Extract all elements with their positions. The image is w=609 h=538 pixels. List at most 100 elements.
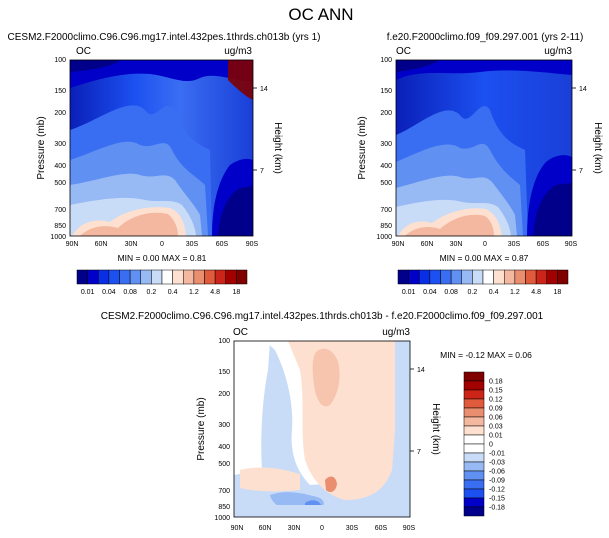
panel-3-case-title: CESM2.F2000climo.C96.C96.mg17.intel.432p… <box>101 311 544 322</box>
panel-1-x-axis: 90N 60N 30N 0 30S 60S 90S <box>66 241 259 248</box>
y2-tick-label: 14 <box>260 86 268 93</box>
panel-3-plot-frame <box>233 340 411 518</box>
colorbar-label: -0.09 <box>489 478 505 485</box>
colorbar-swatch <box>172 269 184 285</box>
y-tick-label: 500 <box>218 461 230 468</box>
colorbar-swatch <box>535 269 547 285</box>
colorbar-label: 0.04 <box>423 289 437 296</box>
x-tick-label: 0 <box>320 525 324 532</box>
panel-2: f.e20.F2000climo.f09_f09.297.001 (yrs 2-… <box>357 32 603 296</box>
x-tick-label: 30S <box>186 241 199 248</box>
y-tick-label: 400 <box>54 163 66 170</box>
x-tick-label: 30N <box>288 525 301 532</box>
colorbar-label: 1.2 <box>510 289 520 296</box>
colorbar-swatch <box>463 479 485 490</box>
x-tick-label: 90S <box>403 525 416 532</box>
colorbar-label: -0.12 <box>489 487 505 494</box>
colorbar-swatch <box>236 269 248 285</box>
y-tick-label: 300 <box>54 141 66 148</box>
colorbar-label: 0.06 <box>489 415 503 422</box>
panel-2-contour-fill <box>396 60 572 236</box>
panel-1-units: ug/m3 <box>224 46 252 57</box>
x-tick-label: 90S <box>246 241 259 248</box>
colorbar-swatch <box>546 269 558 285</box>
colorbar-swatch <box>461 269 473 285</box>
panel-3-stats: MIN = -0.12 MAX = 0.06 <box>440 350 532 360</box>
colorbar-swatch <box>151 269 163 285</box>
colorbar-swatch <box>214 269 226 285</box>
panel-2-y2-axis: 14 7 <box>572 86 587 175</box>
colorbar-swatch <box>463 398 485 409</box>
colorbar-label: -0.03 <box>489 460 505 467</box>
panel-1-ylabel: Pressure (mb) <box>36 116 47 179</box>
panel-3-y-axis: 100 150 200 300 400 500 700 850 1000 <box>214 338 230 522</box>
colorbar-label: 0.08 <box>444 289 458 296</box>
panel-1-case-title: CESM2.F2000climo.C96.C96.mg17.intel.432p… <box>8 32 321 43</box>
x-tick-label: 0 <box>483 241 487 248</box>
x-tick-label: 90S <box>565 241 578 248</box>
panel-1-var-label: OC <box>76 46 91 57</box>
colorbar-label: 0.4 <box>168 289 178 296</box>
panel-2-x-axis: 90N 60N 30N 0 30S 60S 90S <box>392 241 578 248</box>
colorbar-swatch <box>504 269 516 285</box>
y-tick-label: 200 <box>54 110 66 117</box>
y-tick-label: 150 <box>54 88 66 95</box>
x-tick-label: 0 <box>160 241 164 248</box>
x-tick-label: 30S <box>508 241 521 248</box>
panel-1-plot-frame <box>69 59 254 237</box>
colorbar-label: 0.2 <box>147 289 157 296</box>
colorbar-swatch <box>463 470 485 481</box>
colorbar-swatch <box>193 269 205 285</box>
y-tick-label: 850 <box>380 223 392 230</box>
figure-title: OC ANN <box>288 5 353 24</box>
colorbar-swatch <box>482 269 494 285</box>
colorbar-swatch <box>397 269 409 285</box>
y-tick-label: 1000 <box>376 234 392 241</box>
colorbar-label: 18 <box>553 289 561 296</box>
y-tick-label: 850 <box>54 223 66 230</box>
colorbar-label: 0.09 <box>489 406 503 413</box>
colorbar-swatch <box>183 269 195 285</box>
colorbar-swatch <box>450 269 462 285</box>
colorbar-swatch <box>119 269 131 285</box>
panel-3-units: ug/m3 <box>382 327 410 338</box>
panel-2-case-title: f.e20.F2000climo.f09_f09.297.001 (yrs 2-… <box>387 32 584 43</box>
colorbar-swatch <box>463 497 485 508</box>
colorbar-label: -0.06 <box>489 469 505 476</box>
x-tick-label: 60S <box>216 241 229 248</box>
panel-3: CESM2.F2000climo.C96.C96.mg17.intel.432p… <box>101 311 544 532</box>
y-tick-label: 700 <box>54 207 66 214</box>
y-tick-label: 150 <box>218 369 230 376</box>
colorbar-swatch <box>472 269 484 285</box>
colorbar-label: 0.01 <box>402 289 416 296</box>
panel-1-y-axis: 100 150 200 300 400 500 700 850 1000 <box>50 57 66 241</box>
colorbar-swatch <box>87 269 99 285</box>
y2-tick-label: 7 <box>260 168 264 175</box>
y-tick-label: 100 <box>218 338 230 345</box>
y-tick-label: 200 <box>218 391 230 398</box>
panel-3-colorbar: 0.18 0.15 0.12 0.09 0.06 0.03 0.01 0 -0.01 -0.03 -… <box>463 371 505 517</box>
colorbar-label: 0.12 <box>489 397 503 404</box>
colorbar-swatch <box>463 380 485 391</box>
panel-3-ylabel: Pressure (mb) <box>196 397 207 460</box>
colorbar-label: 1.2 <box>189 289 199 296</box>
panel-3-y2-axis: 14 7 <box>410 367 425 456</box>
colorbar-swatch <box>514 269 526 285</box>
panel-1-stats: MIN = 0.00 MAX = 0.81 <box>118 253 207 263</box>
x-tick-label: 60N <box>259 525 272 532</box>
colorbar-swatch <box>557 269 569 285</box>
panel-1-contour-fill <box>70 60 253 236</box>
colorbar-swatch <box>493 269 505 285</box>
y2-tick-label: 14 <box>417 367 425 374</box>
colorbar-swatch <box>408 269 420 285</box>
panel-2-ylabel: Pressure (mb) <box>357 116 368 179</box>
colorbar-swatch <box>463 371 485 382</box>
colorbar-swatch <box>161 269 173 285</box>
colorbar-swatch <box>108 269 120 285</box>
y2-tick-label: 7 <box>579 168 583 175</box>
y-tick-label: 850 <box>218 504 230 511</box>
x-tick-label: 30N <box>125 241 138 248</box>
y-tick-label: 200 <box>380 110 392 117</box>
panel-3-var-label: OC <box>233 327 248 338</box>
